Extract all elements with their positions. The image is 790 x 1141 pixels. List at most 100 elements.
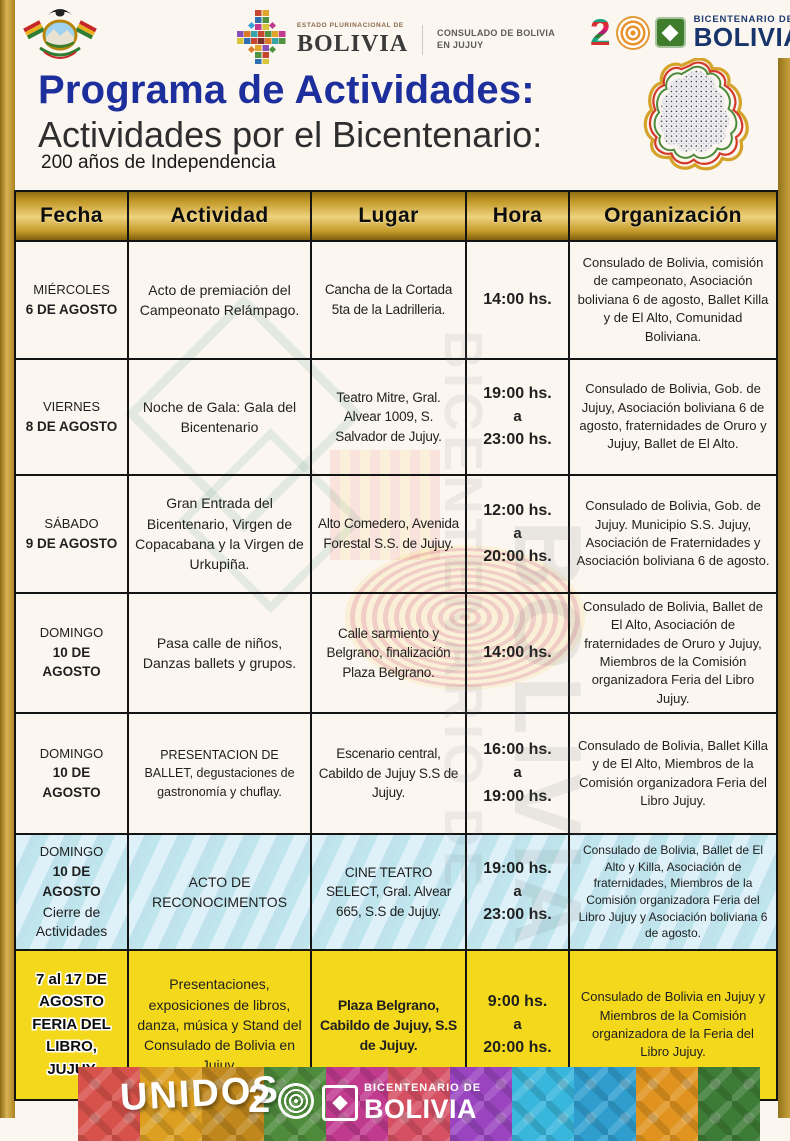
hora-start: 19:00 hs. — [483, 384, 552, 402]
left-gold-border — [0, 0, 15, 1118]
hora-start: 14:00 hs. — [483, 644, 552, 661]
actividad-cell: Acto de premiación del Campeonato Relámp… — [127, 240, 312, 360]
consulate-line2: EN JUJUY — [437, 39, 484, 50]
plurinational-cross-icon — [235, 8, 289, 71]
organizacion-cell: Consulado de Bolivia, Ballet de El Alto … — [568, 833, 778, 951]
table-row: DOMINGO 10 DE AGOSTO Pasa calle de niños… — [14, 592, 778, 714]
column-header-organizacion: Organización — [568, 190, 778, 242]
fecha-day: DOMINGO — [39, 625, 104, 641]
hora-end: 23:00 hs. — [483, 431, 552, 449]
consulate-line1: CONSULADO DE BOLIVIA — [437, 28, 556, 39]
column-header-lugar: Lugar — [310, 190, 467, 242]
organizacion-cell: Consulado de Bolivia, Gob. de Jujuy, Aso… — [568, 358, 778, 476]
organizacion-cell: Consulado de Bolivia, Ballet de El Alto,… — [568, 592, 778, 714]
lugar-cell: Teatro Mitre, Gral. Alvear 1009, S. Salv… — [310, 358, 467, 476]
hora-separator: a — [513, 407, 522, 425]
organizacion-cell: Consulado de Bolivia, Gob. de Jujuy. Mun… — [568, 474, 778, 594]
fecha-cell: DOMINGO 10 DE AGOSTO — [14, 592, 129, 714]
bolivia-map-icon — [636, 57, 764, 177]
lugar-cell: Calle sarmiento y Belgrano, finalización… — [310, 592, 467, 714]
actividad-cell: Gran Entrada del Bicentenario, Virgen de… — [127, 474, 312, 594]
gov-logo-small-text: ESTADO PLURINACIONAL DE — [297, 22, 404, 30]
bicentenario-line1: BICENTENARIO DE — [693, 13, 790, 25]
actividad-cell: PRESENTACION DE BALLET, degustaciones de… — [127, 712, 312, 835]
fecha-date: 6 DE AGOSTO — [25, 301, 118, 317]
bolivia-coat-of-arms-icon — [20, 6, 100, 67]
lugar-cell: Cancha de la Cortada 5ta de la Ladriller… — [310, 240, 467, 360]
table-row-highlight-blue: DOMINGO 10 DE AGOSTO Cierre de Actividad… — [14, 833, 778, 951]
hora-start: 14:00 hs. — [483, 291, 552, 308]
fecha-special: 7 al 17 DE AGOSTO FERIA DEL LIBRO, JUJUY — [32, 970, 111, 1078]
hora-cell: 14:00 hs. — [465, 240, 570, 360]
table-row: MIÉRCOLES 6 DE AGOSTO Acto de premiación… — [14, 240, 778, 360]
fecha-cell: DOMINGO 10 DE AGOSTO — [14, 712, 129, 835]
bicentenario-text: BICENTENARIO DE BOLIVIA — [694, 15, 790, 51]
fecha-day: DOMINGO — [39, 844, 104, 860]
table-row: SÁBADO 9 DE AGOSTO Gran Entrada del Bice… — [14, 474, 778, 594]
column-header-fecha: Fecha — [14, 190, 129, 242]
hora-end: 20:00 hs. — [483, 1039, 552, 1057]
hora-separator: a — [513, 524, 522, 542]
activities-table: Fecha Actividad Lugar Hora Organización … — [14, 190, 778, 1101]
logo-divider — [422, 24, 424, 55]
table-row: DOMINGO 10 DE AGOSTO PRESENTACION DE BAL… — [14, 712, 778, 835]
banner-two-glyph: 2 — [248, 1077, 271, 1121]
hora-end: 20:00 hs. — [483, 548, 552, 566]
hora-cell: 19:00 hs. a 23:00 hs. — [465, 833, 570, 951]
page-tagline: 200 años de Independencia — [41, 152, 276, 173]
banner-bicentenario-line2: BOLIVIA — [364, 1094, 478, 1124]
fecha-extra: Cierre de Actividades — [35, 904, 108, 939]
table-header-row: Fecha Actividad Lugar Hora Organización — [14, 190, 778, 242]
fecha-date: 10 DE AGOSTO — [42, 644, 101, 680]
hora-cell: 16:00 hs. a 19:00 hs. — [465, 712, 570, 835]
hora-start: 12:00 hs. — [483, 501, 552, 519]
fecha-day: MIÉRCOLES — [33, 281, 110, 297]
hora-separator: a — [513, 1015, 522, 1033]
bicentenario-logo: 2 BICENTENARIO DE BOLIVIA — [590, 14, 790, 51]
gov-logo-bolivia-text: BOLIVIA — [297, 30, 409, 57]
government-logo: ESTADO PLURINACIONAL DE BOLIVIA CONSULAD… — [235, 8, 555, 71]
right-gold-border — [778, 58, 790, 1118]
fecha-cell: MIÉRCOLES 6 DE AGOSTO — [14, 240, 129, 360]
hora-cell: 14:00 hs. — [465, 592, 570, 714]
hora-cell: 12:00 hs. a 20:00 hs. — [465, 474, 570, 594]
hora-end: 19:00 hs. — [483, 787, 552, 805]
fecha-date: 10 DE AGOSTO — [42, 765, 101, 800]
actividad-cell: Noche de Gala: Gala del Bicentenario — [127, 358, 312, 476]
page-subtitle: Actividades por el Bicentenario: — [38, 114, 543, 155]
spiral-zero-icon — [615, 15, 650, 50]
fecha-cell: VIERNES 8 DE AGOSTO — [14, 358, 129, 476]
lugar-cell: Alto Comedero, Avenida Forestal S.S. de … — [310, 474, 467, 594]
actividad-cell: Pasa calle de niños, Danzas ballets y gr… — [127, 592, 312, 714]
lugar-cell: CINE TEATRO SELECT, Gral. Alvear 665, S.… — [310, 833, 467, 951]
organizacion-cell: Consulado de Bolivia, comisión de campeo… — [568, 240, 778, 360]
bicentenario-line2: BOLIVIA — [693, 22, 790, 53]
fecha-cell: SÁBADO 9 DE AGOSTO — [14, 474, 129, 594]
column-header-hora: Hora — [465, 190, 570, 242]
gov-logo-text: ESTADO PLURINACIONAL DE BOLIVIA — [297, 23, 408, 56]
fecha-day: DOMINGO — [39, 745, 104, 761]
organizacion-cell: Consulado de Bolivia, Ballet Killa y de … — [568, 712, 778, 835]
fecha-date: 9 DE AGOSTO — [25, 535, 118, 551]
column-header-actividad: Actividad — [127, 190, 312, 242]
fecha-cell: DOMINGO 10 DE AGOSTO Cierre de Actividad… — [14, 833, 129, 951]
banner-spiral-zero-icon — [280, 1085, 312, 1117]
striped-two-glyph: 2 — [590, 12, 611, 53]
hora-end: 23:00 hs. — [483, 906, 552, 924]
banner-bicentenario-text: BICENTENARIO DE BOLIVIA — [364, 1083, 481, 1123]
hora-start: 19:00 hs. — [483, 859, 552, 877]
hora-cell: 19:00 hs. a 23:00 hs. — [465, 358, 570, 476]
hora-start: 9:00 hs. — [487, 992, 548, 1010]
fecha-date: 8 DE AGOSTO — [25, 418, 118, 434]
footer-banner-text: UNIDOS 2 BICENTENARIO DE BOLIVIA — [78, 1067, 760, 1141]
diamond-zero-icon — [654, 17, 686, 48]
banner-bicentenario-line1: BICENTENARIO DE — [364, 1082, 482, 1094]
lugar-cell: Escenario central, Cabildo de Jujuy S.S … — [310, 712, 467, 835]
fecha-day: VIERNES — [42, 398, 101, 414]
hora-separator: a — [513, 882, 522, 900]
table-row: VIERNES 8 DE AGOSTO Noche de Gala: Gala … — [14, 358, 778, 476]
actividad-cell: ACTO DE RECONOCIMENTOS — [127, 833, 312, 951]
page-title: Programa de Actividades: — [38, 68, 535, 112]
hora-separator: a — [513, 764, 522, 782]
